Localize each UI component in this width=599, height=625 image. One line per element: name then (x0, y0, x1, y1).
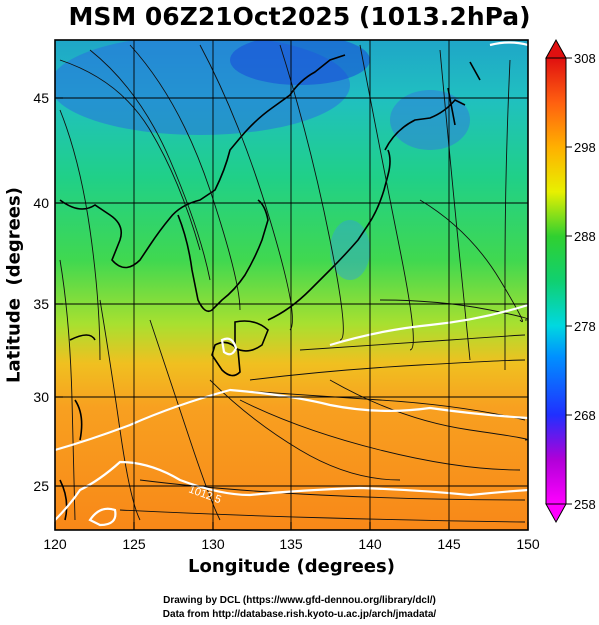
cold-region (390, 90, 470, 150)
y-axis-label: Latitude (degrees) (3, 187, 25, 383)
cold-region (230, 40, 370, 85)
colorbar-tick-label: 278 (574, 319, 596, 334)
coastlines (59, 54, 481, 521)
y-tick-label: 40 (33, 195, 49, 211)
colorbar: 308 298 288 278 268 258 (545, 38, 596, 524)
wind-streamlines (59, 44, 528, 523)
colorbar-max-triangle (545, 38, 567, 59)
colorbar-tick-label: 268 (574, 408, 596, 423)
map-title: MSM 06Z21Oct2025 (1013.2hPa) (68, 2, 531, 31)
x-tick-label: 145 (437, 536, 461, 552)
x-tick-label: 125 (122, 536, 146, 552)
y-tick-label: 45 (33, 90, 49, 106)
x-tick-label: 135 (279, 536, 303, 552)
grid-lines (55, 40, 528, 530)
colorbar-min-triangle (545, 503, 567, 524)
footer-data-source-line: Data from http://database.rish.kyoto-u.a… (162, 609, 437, 620)
y-tick-label: 25 (33, 478, 49, 494)
footer-credit-line: Drawing by DCL (https://www.gfd-dennou.o… (163, 595, 436, 606)
x-tick-label: 120 (43, 536, 67, 552)
y-tick-label: 30 (33, 389, 49, 405)
x-tick-label: 140 (358, 536, 382, 552)
axis-ticks (54, 97, 529, 530)
colorbar-tick-label: 298 (574, 140, 596, 155)
x-tick-label: 150 (516, 536, 540, 552)
y-tick-label: 35 (33, 296, 49, 312)
x-axis-label: Longitude (degrees) (188, 556, 395, 577)
x-tick-label: 130 (201, 536, 225, 552)
colorbar-tick-label: 308 (574, 51, 596, 66)
colorbar-tick-label: 258 (574, 497, 596, 512)
colorbar-tick-label: 288 (574, 229, 596, 244)
